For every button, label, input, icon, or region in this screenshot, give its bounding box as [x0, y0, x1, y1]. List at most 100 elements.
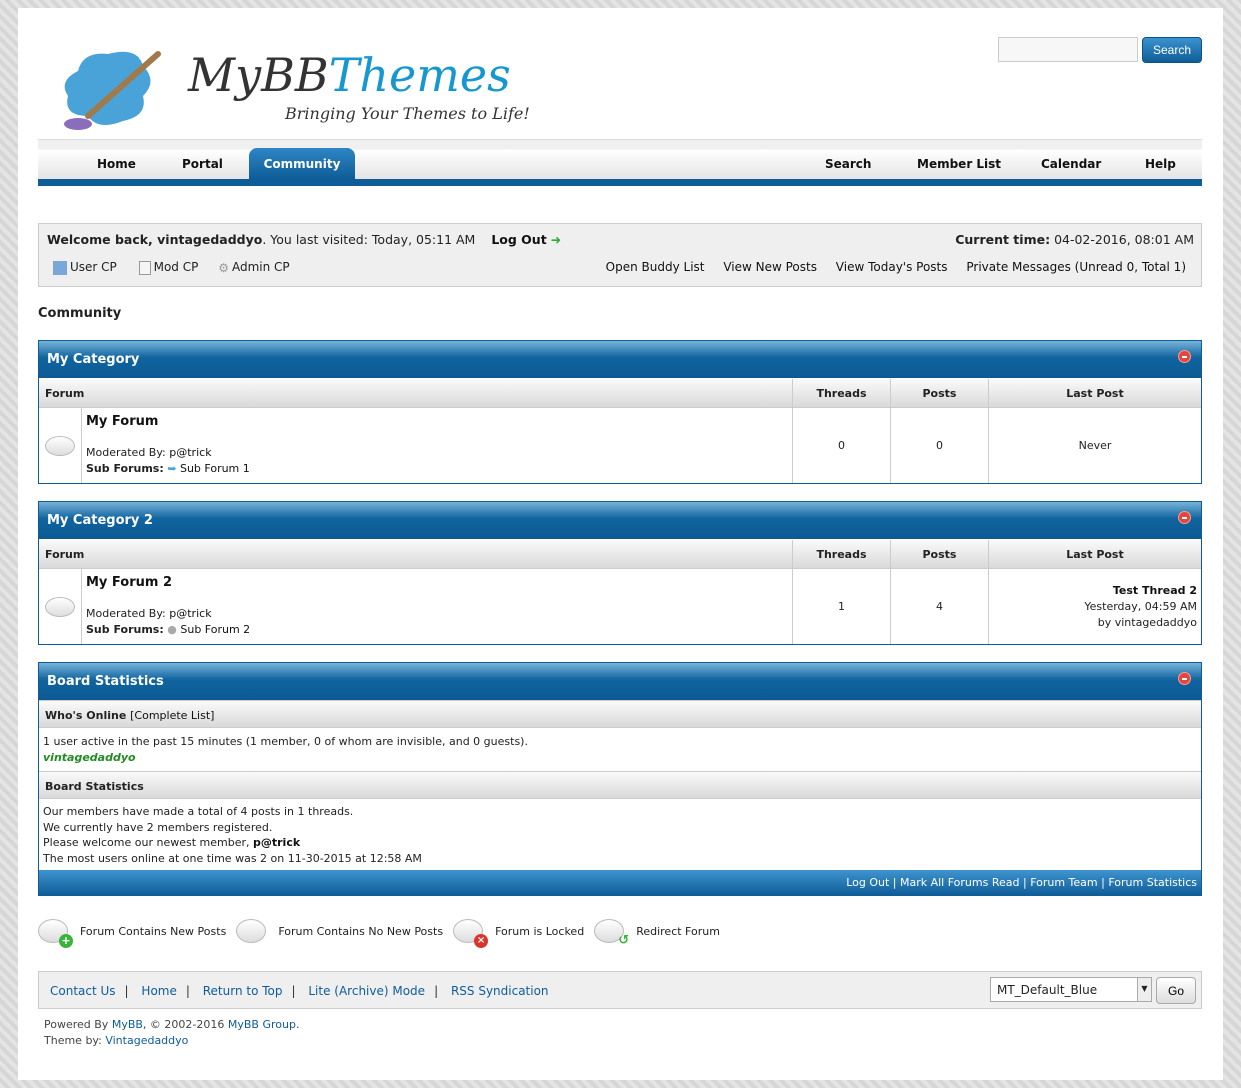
column-headers: Forum Threads Posts Last Post	[39, 378, 1201, 408]
category-title[interactable]: My Category	[47, 352, 140, 367]
rss-link[interactable]: RSS Syndication	[450, 984, 549, 998]
logout-link[interactable]: Log Out	[491, 232, 547, 247]
last-post-author[interactable]: by vintagedaddyo	[1097, 615, 1197, 629]
collapse-icon[interactable]	[1178, 350, 1191, 363]
category-title[interactable]: My Category 2	[47, 513, 153, 528]
category-table: My Category Forum Threads Posts Last Post M…	[38, 340, 1202, 484]
nav-search[interactable]: Search	[825, 157, 872, 171]
theme-select[interactable]: MT_Default_Blue ▼	[990, 977, 1152, 1002]
mybb-link[interactable]: MyBB	[111, 1018, 143, 1031]
stats-line: Our members have made a total of 4 posts…	[43, 805, 354, 818]
last-thread-link[interactable]: Test Thread 2	[1112, 583, 1197, 597]
modcp-link[interactable]: Mod CP	[138, 260, 199, 275]
stats-header: Board Statistics	[39, 663, 1201, 700]
last-post: Never	[988, 408, 1201, 483]
theme-selector: MT_Default_Blue ▼ Go	[990, 977, 1196, 1004]
online-summary: 1 user active in the past 15 minutes (1 …	[43, 735, 528, 748]
user-links: Open Buddy List View New Posts View Toda…	[606, 260, 1186, 274]
current-time-label: Current time:	[955, 232, 1051, 247]
online-user-link[interactable]: vintagedaddyo	[43, 750, 136, 764]
board-stats-table: Board Statistics Who's Online [Complete …	[38, 662, 1202, 896]
forum-team-link[interactable]: Forum Team	[1030, 876, 1098, 889]
mod-cp-icon	[138, 260, 151, 275]
thread-count: 0	[792, 408, 890, 483]
current-time: Current time: 04-02-2016, 08:01 AM	[955, 232, 1194, 247]
moderator-link[interactable]: p@trick	[169, 446, 212, 459]
forum-link[interactable]: My Forum 2	[86, 575, 173, 590]
modcp-label: Mod CP	[153, 260, 199, 274]
contact-us-link[interactable]: Contact Us	[50, 984, 116, 998]
last-post: Test Thread 2 Yesterday, 04:59 AM by vin…	[988, 569, 1201, 644]
stats-body: Our members have made a total of 4 posts…	[39, 799, 1201, 870]
search-button[interactable]: Search	[1141, 37, 1202, 63]
moderated-label: Moderated By:	[86, 607, 166, 620]
category-header: My Category 2	[39, 502, 1201, 539]
current-time-value: 04-02-2016, 08:01 AM	[1054, 232, 1194, 247]
no-new-posts-icon	[236, 919, 267, 943]
forum-stats-link[interactable]: Forum Statistics	[1108, 876, 1197, 889]
forum-legend: + Forum Contains New Posts Forum Contains…	[38, 911, 1202, 951]
stats-footer: Log Out | Mark All Forums Read | Forum T…	[39, 870, 1201, 895]
footer-home-link[interactable]: Home	[141, 984, 177, 998]
lite-mode-link[interactable]: Lite (Archive) Mode	[308, 984, 426, 998]
newest-member-link[interactable]: p@trick	[253, 836, 301, 849]
nav-help[interactable]: Help	[1145, 157, 1176, 171]
theme-label: Theme by:	[44, 1034, 106, 1047]
legend-label: Forum Contains New Posts	[80, 924, 227, 938]
redirect-icon: ↺	[594, 919, 629, 948]
admincp-link[interactable]: ⚙ Admin CP	[218, 260, 290, 275]
mark-read-link[interactable]: Mark All Forums Read	[899, 876, 1020, 889]
nav-community[interactable]: Community	[249, 148, 355, 179]
buddy-list-link[interactable]: Open Buddy List	[605, 260, 705, 274]
forum-link[interactable]: My Forum	[86, 414, 159, 429]
search-input[interactable]	[997, 37, 1138, 62]
last-visit: . You last visited: Today, 05:11 AM	[262, 232, 476, 247]
collapse-icon[interactable]	[1178, 672, 1191, 685]
stats-title: Board Statistics	[47, 674, 164, 689]
stats-subheader: Board Statistics	[39, 771, 1201, 799]
search-form: Search	[997, 37, 1202, 63]
col-posts: Posts	[890, 540, 988, 568]
moderator-link[interactable]: p@trick	[169, 607, 212, 620]
category-table: My Category 2 Forum Threads Posts Last Post…	[38, 501, 1202, 645]
col-forum: Forum	[45, 387, 85, 400]
post-count: 4	[890, 569, 988, 644]
todays-posts-link[interactable]: View Today's Posts	[835, 260, 948, 274]
forum-row: My Forum 2 Moderated By: p@trick Sub For…	[39, 569, 1201, 644]
nav-member-list[interactable]: Member List	[917, 157, 1002, 171]
new-posts-icon: +	[38, 919, 73, 948]
copyright-end: .	[295, 1018, 300, 1031]
forum-no-new-posts-icon	[45, 596, 75, 617]
go-button[interactable]: Go	[1156, 977, 1196, 1004]
theme-author-link[interactable]: Vintagedaddyo	[105, 1034, 189, 1047]
col-last-post: Last Post	[988, 379, 1201, 407]
mybb-group-link[interactable]: MyBB Group	[227, 1018, 296, 1031]
category-header: My Category	[39, 341, 1201, 378]
nav-home[interactable]: Home	[97, 157, 136, 171]
subforum-link[interactable]: Sub Forum 1	[179, 462, 250, 475]
copyright: Powered By MyBB, © 2002-2016 MyBB Group.…	[38, 1017, 1202, 1049]
whos-online-title: Who's Online	[45, 709, 127, 722]
logo-text[interactable]: MyBBThemes	[188, 48, 511, 102]
stats-line: Please welcome our newest member,	[43, 836, 253, 849]
collapse-icon[interactable]	[1178, 511, 1191, 524]
new-posts-link[interactable]: View New Posts	[723, 260, 817, 274]
post-count: 0	[890, 408, 988, 483]
moderated-label: Moderated By:	[86, 446, 166, 459]
logo-main: MyBB	[188, 48, 329, 102]
admincp-label: Admin CP	[231, 260, 290, 274]
last-post-time: Yesterday, 04:59 AM	[1084, 599, 1197, 613]
private-messages-link[interactable]: Private Messages (Unread 0, Total 1)	[966, 260, 1186, 274]
subforum-link[interactable]: Sub Forum 2	[180, 623, 251, 636]
nav-portal[interactable]: Portal	[182, 157, 223, 171]
stats-line: The most users online at one time was 2 …	[43, 851, 422, 865]
welcome-greeting: Welcome back, vintagedaddyo	[47, 232, 263, 247]
nav-calendar[interactable]: Calendar	[1041, 157, 1102, 171]
col-posts: Posts	[890, 379, 988, 407]
complete-list-link[interactable]: [Complete List]	[130, 709, 215, 722]
user-cp-icon	[53, 260, 67, 275]
copyright-text: , © 2002-2016	[142, 1018, 228, 1031]
return-top-link[interactable]: Return to Top	[202, 984, 283, 998]
usercp-link[interactable]: User CP	[53, 260, 117, 275]
footer-logout-link[interactable]: Log Out	[846, 876, 890, 889]
